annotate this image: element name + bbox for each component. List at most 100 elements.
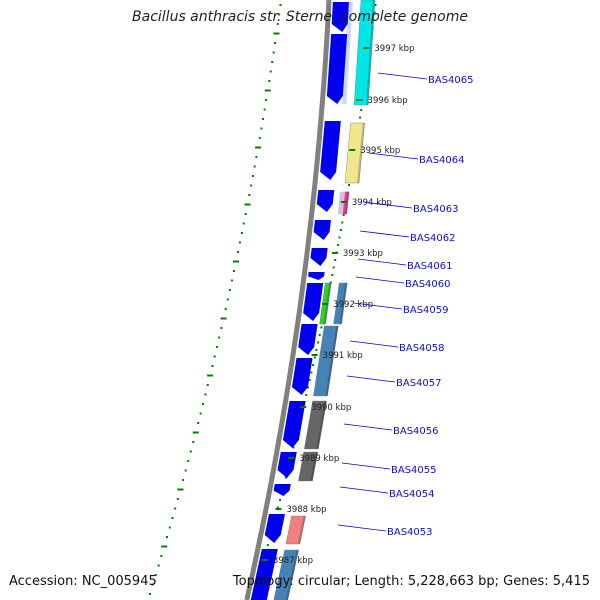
gene-label-line [355, 276, 405, 284]
gene-label: BAS4058 [399, 343, 445, 354]
cog-block [313, 325, 339, 397]
dotted-track-mark [220, 327, 223, 329]
gene-label: BAS4057 [396, 378, 442, 389]
kbp-tick-label: 3988 kbp [286, 505, 326, 515]
dotted-track-mark [148, 593, 151, 595]
dotted-track-mark [258, 137, 261, 139]
dotted-track-mark [341, 221, 344, 224]
gene-label-line [339, 486, 389, 494]
kbp-tick-mark [311, 354, 318, 356]
kbp-tick-label: 3987 kbp [273, 556, 313, 566]
dotted-track-mark [232, 270, 235, 272]
cog-block-shade [366, 0, 375, 105]
kbp-tick-label: 3995 kbp [360, 146, 400, 156]
dotted-track-mark [263, 108, 266, 111]
gene-label: BAS4056 [393, 426, 439, 437]
dotted-track-mark [251, 175, 254, 177]
dotted-track-mark [232, 260, 239, 263]
dotted-track-mark [318, 334, 321, 336]
dotted-track-mark [253, 165, 256, 168]
dotted-track-mark [272, 51, 275, 54]
dotted-track-mark [238, 241, 241, 244]
kbp-tick-mark [275, 508, 282, 510]
dotted-track-mark [176, 498, 179, 500]
kbp-tick-label: 3996 kbp [368, 96, 408, 106]
gene-label: BAS4062 [410, 233, 456, 244]
dotted-track-mark [244, 203, 251, 206]
cds-feature-track [250, 2, 349, 600]
dotted-track-mark [269, 70, 272, 73]
dotted-track-mark [218, 336, 221, 339]
gene-label: BAS4054 [389, 489, 435, 500]
accession-text: Accession: NC_005945 [9, 574, 157, 589]
dotted-track-mark [207, 374, 214, 377]
gene-label-line [349, 340, 399, 348]
gene-label-line [362, 201, 413, 209]
kbp-tick-mark [363, 47, 370, 49]
genome-title: Bacillus anthracis str. Sterne, complete… [132, 9, 468, 25]
gene-label-line [337, 524, 387, 532]
dotted-track-mark [348, 184, 351, 186]
kbp-tick-label: 3990 kbp [311, 403, 351, 413]
dotted-track-mark [339, 229, 342, 231]
kbp-tick-label: 3989 kbp [299, 454, 339, 464]
dotted-track-mark [177, 488, 184, 491]
cog-block [273, 549, 299, 600]
dotted-track-mark [360, 109, 363, 111]
kbp-tick-mark [322, 303, 329, 305]
gene-label-line [368, 152, 419, 160]
dotted-track-mark [334, 259, 337, 261]
dotted-track-mark [262, 118, 265, 120]
cog-block-shade [310, 452, 318, 481]
backbone-track [244, 0, 332, 600]
dotted-track-mark [305, 394, 308, 396]
dotted-track-mark [308, 379, 311, 381]
dotted-track-mark [329, 281, 332, 284]
dotted-track-mark [312, 364, 315, 366]
dotted-track-mark [224, 308, 227, 310]
cds-arrow [303, 283, 324, 321]
dotted-track-mark [187, 460, 190, 462]
cog-block [344, 122, 365, 184]
dotted-track-mark [184, 469, 187, 472]
kbp-tick-mark [288, 457, 295, 459]
dotted-track-mark [213, 355, 216, 358]
dotted-track-mark [274, 42, 277, 44]
dotted-track-mark [337, 244, 340, 246]
dotted-track-mark [165, 536, 168, 538]
dotted-track-mark [220, 317, 227, 320]
dotted-track-mark [315, 349, 318, 351]
dotted-track-mark [240, 232, 243, 234]
dotted-track-mark [331, 274, 334, 276]
gene-label-line [377, 72, 428, 80]
dotted-track-mark [161, 545, 168, 548]
dotted-track-mark [278, 13, 281, 16]
cds-arrow [326, 34, 348, 104]
dotted-track-mark [171, 517, 174, 519]
gene-label-line [353, 302, 403, 310]
dotted-track-mark [359, 116, 362, 119]
dotted-track-mark [244, 213, 247, 215]
dotted-track-mark [284, 476, 287, 479]
dotted-track-mark [332, 266, 335, 269]
gene-label-line [359, 230, 410, 238]
dotted-track-mark [342, 214, 345, 216]
gene-label-track: BAS4065 BAS4064 BAS4063 BAS4062 BAS4061 BAS40… [337, 72, 474, 538]
dotted-track-mark [248, 194, 251, 196]
kbp-tick-label: 3992 kbp [333, 300, 373, 310]
cog-block-shade [285, 550, 299, 600]
dotted-track-mark [264, 89, 271, 92]
gene-label-line [341, 462, 391, 470]
cog-block [353, 0, 376, 106]
gene-label-line [346, 375, 396, 383]
dotted-track-mark [182, 479, 185, 481]
cds-arrow [291, 358, 313, 395]
cds-arrow [308, 272, 325, 280]
cds-arrow [250, 549, 278, 600]
dotted-track-mark [174, 507, 177, 510]
dotted-track-mark [374, 4, 377, 6]
dotted-track-mark [204, 393, 207, 396]
backbone-line [244, 0, 332, 600]
gene-label: BAS4063 [413, 204, 459, 215]
